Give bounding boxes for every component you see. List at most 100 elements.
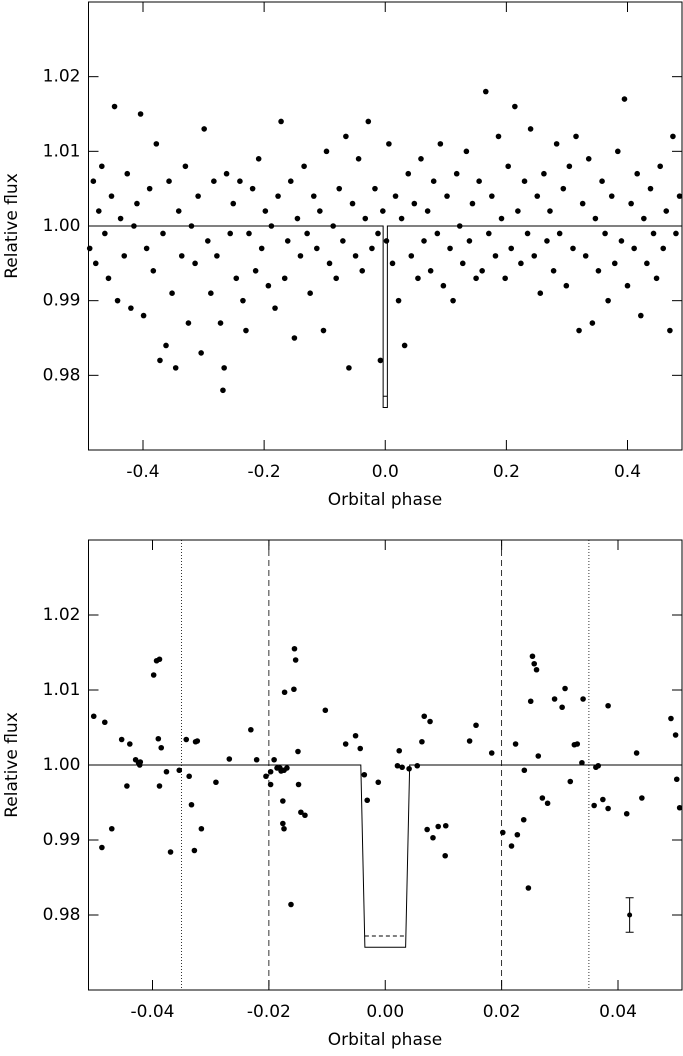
data-point [186, 773, 192, 780]
data-point [267, 781, 274, 788]
data-point [541, 170, 547, 177]
data-point [278, 118, 284, 125]
data-point [615, 148, 621, 155]
data-point [185, 320, 192, 326]
data-point [227, 230, 234, 237]
data-point [198, 350, 204, 356]
data-point [639, 795, 645, 801]
data-point [211, 178, 217, 184]
data-point [330, 223, 336, 229]
data-point [294, 215, 301, 222]
data-point [401, 342, 408, 349]
data-point [252, 268, 259, 274]
data-point [114, 297, 121, 304]
data-point [346, 365, 352, 371]
y-axis-label: Relative flux [2, 173, 22, 279]
data-point [560, 185, 567, 192]
data-point [268, 223, 275, 229]
data-point [124, 783, 130, 789]
data-point [118, 736, 125, 743]
data-point [121, 253, 128, 259]
data-point [524, 230, 531, 237]
data-point [473, 275, 479, 282]
data-point [240, 297, 246, 304]
data-point [198, 825, 205, 832]
data-point [419, 738, 425, 745]
data-point [117, 215, 124, 222]
data-point [201, 126, 207, 132]
data-point [492, 253, 499, 259]
x-tick-label: 0.0 [372, 462, 399, 482]
data-point [653, 275, 660, 282]
data-point [191, 847, 198, 854]
data-point [657, 163, 663, 170]
data-point [563, 282, 570, 289]
data-point [137, 111, 144, 117]
data-point [128, 305, 134, 311]
data-point [515, 208, 521, 214]
data-point [512, 741, 519, 747]
data-point [108, 825, 115, 832]
data-point [291, 645, 298, 652]
data-point [628, 200, 634, 207]
data-point [611, 260, 618, 267]
data-point [534, 193, 541, 199]
data-point [146, 185, 153, 192]
data-point [489, 193, 495, 199]
data-point [156, 656, 163, 663]
data-point [352, 253, 359, 259]
data-point [495, 133, 502, 140]
data-point [372, 185, 378, 192]
x-tick-label: -0.2 [248, 462, 281, 482]
y-tick-label: 1.00 [43, 755, 81, 775]
data-point [396, 747, 403, 754]
data-point [304, 230, 310, 237]
data-point [175, 208, 182, 214]
x-tick-label: -0.02 [247, 1002, 291, 1022]
data-point [214, 253, 220, 259]
data-point [320, 327, 327, 334]
data-point [158, 744, 165, 751]
data-point [406, 765, 412, 772]
data-point [580, 696, 586, 702]
data-point [166, 178, 172, 184]
data-point [550, 268, 557, 274]
data-point [163, 768, 170, 775]
data-point [562, 685, 568, 692]
data-point [291, 335, 298, 341]
data-point [415, 275, 421, 282]
data-point [573, 133, 579, 140]
data-point [272, 305, 278, 311]
data-point [486, 230, 492, 237]
data-point [213, 779, 219, 786]
data-point [226, 756, 233, 762]
data-point [258, 245, 265, 252]
data-point [633, 750, 640, 756]
data-point [531, 253, 538, 259]
data-point [386, 141, 392, 147]
data-point [188, 223, 195, 229]
data-point [281, 825, 287, 832]
data-point [267, 768, 274, 775]
data-point [140, 312, 147, 319]
data-point [182, 163, 189, 170]
data-point [641, 215, 647, 222]
data-point [237, 178, 243, 184]
data-point [605, 297, 611, 304]
data-point [102, 230, 108, 237]
data-point [647, 185, 654, 192]
data-point [473, 722, 479, 729]
data-point [380, 208, 386, 214]
x-tick-label: 0.2 [493, 462, 520, 482]
data-point [398, 215, 405, 222]
x-tick-label: 0.04 [599, 1002, 637, 1022]
data-point [600, 796, 606, 803]
data-point [90, 178, 97, 184]
data-point [342, 741, 349, 747]
data-point [111, 103, 118, 110]
data-point [297, 253, 304, 259]
data-point [512, 103, 518, 110]
data-point [533, 666, 540, 673]
data-point [551, 696, 558, 702]
data-point [167, 849, 174, 855]
